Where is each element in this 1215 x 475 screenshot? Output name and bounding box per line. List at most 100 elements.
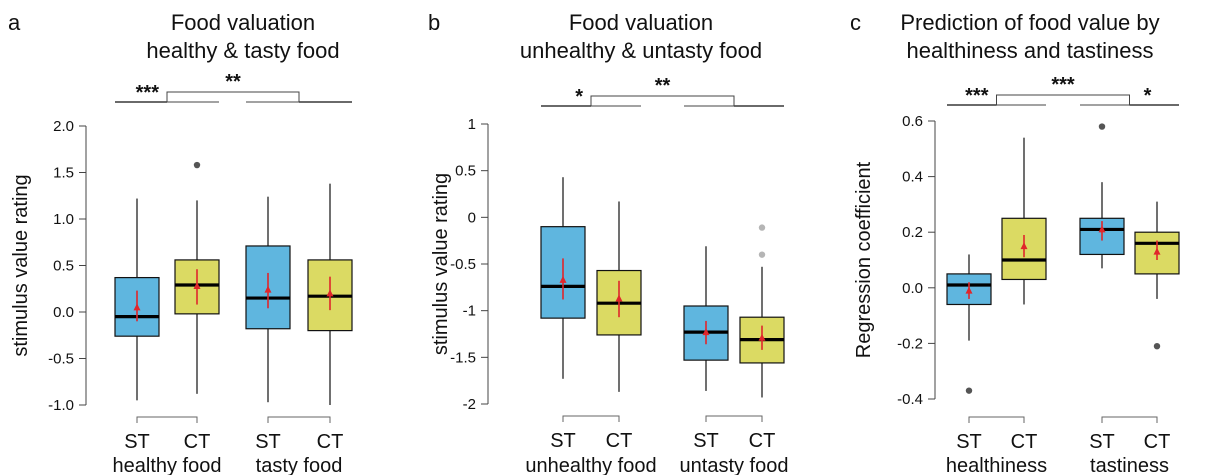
significance-bridge: [590, 95, 735, 106]
group-label: untasty food: [680, 455, 789, 475]
y-tick-label: 0.5: [455, 163, 476, 180]
box-body: [1001, 217, 1047, 281]
y-tick-label: -0.4: [897, 391, 923, 408]
chart-title-line2: healthy & tasty food: [146, 38, 339, 63]
mean-marker: [1098, 225, 1106, 233]
y-tick-label: -1.0: [48, 397, 74, 414]
box-ct-2: [596, 201, 642, 392]
significance-pair: *: [541, 86, 641, 108]
significance-pair: ***: [115, 82, 219, 104]
group-bracket: [968, 416, 1025, 423]
category-label: CT: [1011, 431, 1038, 453]
y-tick-label: 0.0: [53, 304, 74, 321]
category-label: ST: [255, 431, 281, 453]
y-tick-label: -2: [463, 396, 476, 413]
outlier-point: [193, 161, 201, 169]
panel-a: a Food valuation healthy & tasty food stimu…: [8, 10, 353, 475]
significance-label: *: [575, 86, 583, 108]
category-label: CT: [606, 430, 633, 452]
box-ct-4: [1134, 201, 1180, 350]
outlier-point: [1098, 123, 1106, 130]
category-label: ST: [956, 431, 982, 453]
mean-marker: [702, 328, 710, 336]
box-st-3: [1079, 123, 1125, 269]
box-st-1: [946, 254, 992, 394]
panel-c: c Prediction of food value by healthiness …: [850, 10, 1180, 475]
chart-title-line1: Food valuation: [569, 10, 713, 35]
box-body: [540, 226, 586, 319]
category-label: ST: [693, 430, 719, 452]
category-label: CT: [184, 431, 211, 453]
y-tick-label: 2.0: [53, 118, 74, 135]
group-bracket: [705, 415, 763, 422]
mean-marker: [1153, 247, 1161, 255]
mean-marker: [133, 303, 141, 311]
significance-bridge: [996, 94, 1130, 105]
y-tick-label: -0.5: [450, 256, 476, 273]
box-ct-4: [307, 183, 353, 405]
panel-b: b Food valuation unhealthy & untasty food s…: [428, 10, 788, 475]
y-axis-label: stimulus value rating: [10, 174, 32, 356]
group-label: tastiness: [1090, 455, 1169, 475]
y-tick-label: 0.6: [902, 113, 923, 130]
y-axis-label: stimulus value rating: [430, 173, 452, 355]
mean-marker: [758, 333, 766, 341]
panel-letter: b: [428, 10, 440, 35]
significance-label: **: [225, 71, 241, 93]
box-ct-2: [1001, 137, 1047, 305]
mean-marker: [264, 285, 272, 293]
mean-marker: [615, 294, 623, 302]
significance-pair: *: [1080, 85, 1179, 107]
significance-label: *: [1144, 85, 1152, 107]
outlier-point: [965, 387, 973, 394]
category-label: ST: [550, 430, 576, 452]
y-tick-label: -0.5: [48, 351, 74, 368]
y-tick-label: 1: [468, 116, 476, 133]
outlier-point: [1153, 342, 1161, 350]
group-bracket: [136, 416, 198, 423]
y-tick-label: 1.0: [53, 211, 74, 228]
chart-title-line2: unhealthy & untasty food: [520, 38, 762, 63]
outlier-point: [758, 224, 766, 231]
chart-title-line1: Food valuation: [171, 10, 315, 35]
mean-marker: [965, 286, 973, 294]
significance-pair: ***: [947, 85, 1046, 107]
y-tick-label: 0.2: [902, 224, 923, 241]
y-tick-label: 0: [468, 209, 476, 226]
y-tick-label: -1.5: [450, 349, 476, 366]
panel-letter: c: [850, 10, 861, 35]
group-label: tasty food: [256, 455, 343, 475]
group-bracket: [267, 416, 331, 423]
mean-marker: [326, 289, 334, 297]
mean-marker: [1020, 242, 1028, 250]
chart-title-line1: Prediction of food value by: [900, 10, 1159, 35]
box-st-3: [683, 246, 729, 391]
y-tick-label: 0.5: [53, 258, 74, 275]
group-label: unhealthy food: [525, 455, 656, 475]
group-bracket: [562, 415, 620, 422]
y-tick-label: 1.5: [53, 165, 74, 182]
panel-letter: a: [8, 10, 21, 35]
box-ct-2: [174, 161, 220, 394]
category-label: CT: [1144, 431, 1171, 453]
box-body: [946, 273, 992, 306]
category-label: ST: [1089, 431, 1115, 453]
y-axis-label: Regression coefficient: [853, 161, 875, 358]
category-label: CT: [749, 430, 776, 452]
y-tick-label: -0.2: [897, 335, 923, 352]
significance-label: **: [655, 75, 671, 97]
y-tick-label: 0.4: [902, 169, 923, 186]
category-label: ST: [124, 431, 150, 453]
category-label: CT: [317, 431, 344, 453]
chart-title-line2: healthiness and tastiness: [906, 38, 1153, 63]
outlier-point: [758, 251, 766, 258]
significance-label: ***: [136, 82, 160, 104]
group-bracket: [1101, 416, 1158, 423]
significance-label: ***: [965, 85, 989, 107]
significance-bridge: [166, 91, 300, 102]
significance-label: ***: [1051, 74, 1075, 96]
y-tick-label: 0.0: [902, 280, 923, 297]
box-st-1: [114, 198, 160, 401]
y-tick-label: -1: [463, 303, 476, 320]
